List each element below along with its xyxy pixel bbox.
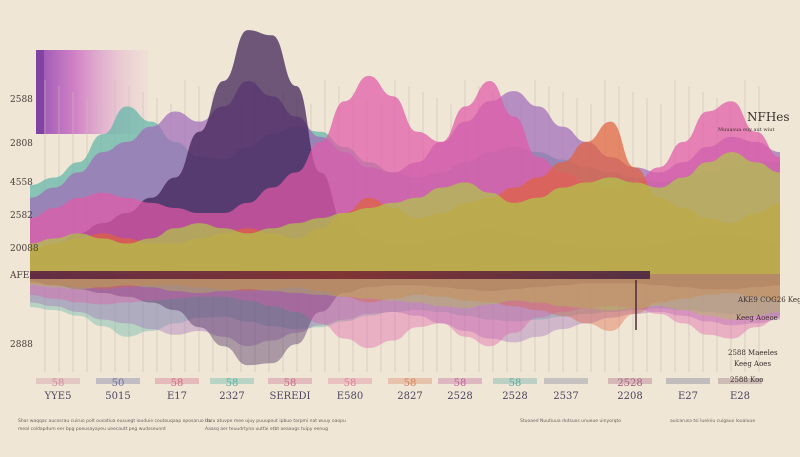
x-tick: 58 YYE5 xyxy=(36,378,80,402)
footer-captions: Shar waqqac aucosrau cuiruo polt ousatiu… xyxy=(18,418,755,432)
right-annotations: AKE9 COG26 Kegge Keeg Aoeoe 2588 Maeeles Ke… xyxy=(728,296,800,384)
x-tick-swatch xyxy=(268,378,312,384)
footer-caption: Stuoaed Nuutiuua dutsuxs unueue uinyorqt… xyxy=(520,418,621,424)
x-tick: 50 5015 xyxy=(96,378,140,402)
x-tick-label-top: 58 xyxy=(509,378,522,389)
x-tick-swatch xyxy=(36,378,80,384)
chart-subtitle: Muuasua ouy aut wiut xyxy=(718,127,774,133)
x-tick-label-bottom: 2327 xyxy=(219,391,244,402)
y-tick-label: 2888 xyxy=(10,340,33,350)
x-tick-label-top: 58 xyxy=(171,378,184,389)
footer-caption: Usru atuvpe mee ujuy puuupout ipbuo tarp… xyxy=(205,418,346,424)
baseline-band xyxy=(30,271,650,279)
y-tick-label: 4558 xyxy=(10,178,33,188)
right-annotation: Keeg Aoes xyxy=(734,360,771,368)
y-tick-label: 2588 xyxy=(10,95,33,105)
x-tick-swatch xyxy=(608,378,652,384)
x-tick-swatch xyxy=(96,378,140,384)
x-tick-swatch xyxy=(155,378,199,384)
y-tick-label: 20088 xyxy=(10,244,39,254)
x-tick-swatch xyxy=(388,378,432,384)
x-tick: E28 xyxy=(718,378,762,402)
y-axis-labels: 2588 2808 4558 2582 20088 AFE 2888 xyxy=(9,95,39,350)
x-tick: 58 2528 xyxy=(493,378,537,402)
y-tick-label: 2582 xyxy=(10,211,33,221)
x-tick-label-bottom: E17 xyxy=(167,391,187,402)
x-tick-swatch xyxy=(544,378,588,384)
x-tick-label-top: 58 xyxy=(404,378,417,389)
x-tick-label-bottom: 2208 xyxy=(617,391,642,402)
x-tick-label-bottom: E27 xyxy=(678,391,698,402)
x-tick-swatch xyxy=(493,378,537,384)
x-tick-label-bottom: 2528 xyxy=(502,391,527,402)
series-2-reflection xyxy=(30,274,780,347)
footer-caption: meal coldapdum eer bpg poeusayayeu ueeca… xyxy=(18,426,166,432)
x-tick: 2528 2208 xyxy=(608,378,652,402)
x-tick-label-bottom: 2537 xyxy=(553,391,578,402)
right-annotation: 2588 Koo xyxy=(730,376,764,384)
x-tick-label-top: 58 xyxy=(52,378,65,389)
x-tick-swatch xyxy=(328,378,372,384)
footer-caption: Aaasq aer teuudrtyna uutfai etbt aeaaugs… xyxy=(205,426,328,432)
series-6-area xyxy=(30,152,780,274)
x-tick-label-top: 58 xyxy=(284,378,297,389)
x-tick-label-bottom: YYE5 xyxy=(44,391,72,402)
x-tick-label-bottom: E28 xyxy=(730,391,750,402)
x-tick-swatch xyxy=(666,378,710,384)
right-annotation: AKE9 COG26 Kegge xyxy=(737,296,800,304)
x-tick-label-bottom: 2528 xyxy=(447,391,472,402)
footer-caption: auicarusa tsi lueiniu cuigaux loualuue xyxy=(670,418,755,424)
x-tick: 2537 xyxy=(544,378,588,402)
upper-waveform-areas xyxy=(30,30,780,275)
x-tick-label-top: 2528 xyxy=(617,378,642,389)
series-4-reflection xyxy=(30,274,780,349)
right-annotation: 2588 Maeeles xyxy=(728,349,778,357)
x-tick-label-top: 58 xyxy=(454,378,467,389)
x-tick-swatch xyxy=(210,378,254,384)
x-tick-swatch xyxy=(438,378,482,384)
series-5-reflection xyxy=(30,274,780,331)
footer-caption: Shar waqqac aucosrau cuiruo polt ousatiu… xyxy=(18,418,212,424)
x-tick: E27 xyxy=(666,378,710,402)
x-tick-label-bottom: 2827 xyxy=(397,391,422,402)
x-tick-swatch xyxy=(718,378,762,384)
header-accent-bar xyxy=(36,50,44,134)
x-tick-label-top: 58 xyxy=(344,378,357,389)
x-tick: 58 2327 xyxy=(210,378,254,402)
y-tick-label: 2808 xyxy=(10,139,33,149)
x-tick-label-top: 58 xyxy=(226,378,239,389)
x-tick: 58 SEREDI xyxy=(268,378,312,402)
x-tick: 58 E580 xyxy=(328,378,372,402)
x-tick-label-top: 50 xyxy=(112,378,125,389)
series-1-reflection xyxy=(30,274,780,337)
series-6-reflection xyxy=(30,274,780,320)
series-3-reflection xyxy=(30,274,780,366)
x-tick: 58 2827 xyxy=(388,378,432,402)
y-tick-label: AFE xyxy=(9,271,29,281)
lower-reflection-areas xyxy=(30,274,780,366)
chart-title: NFHes xyxy=(747,110,790,124)
x-axis-labels: 58YYE550501558E1758232758SEREDI58E580582… xyxy=(36,378,762,402)
x-tick-label-bottom: 5015 xyxy=(105,391,130,402)
x-tick: 58 2528 xyxy=(438,378,482,402)
x-tick-label-bottom: SEREDI xyxy=(270,391,311,402)
x-tick-label-bottom: E580 xyxy=(337,391,363,402)
right-annotation: Keeg Aoeoe xyxy=(736,314,778,322)
